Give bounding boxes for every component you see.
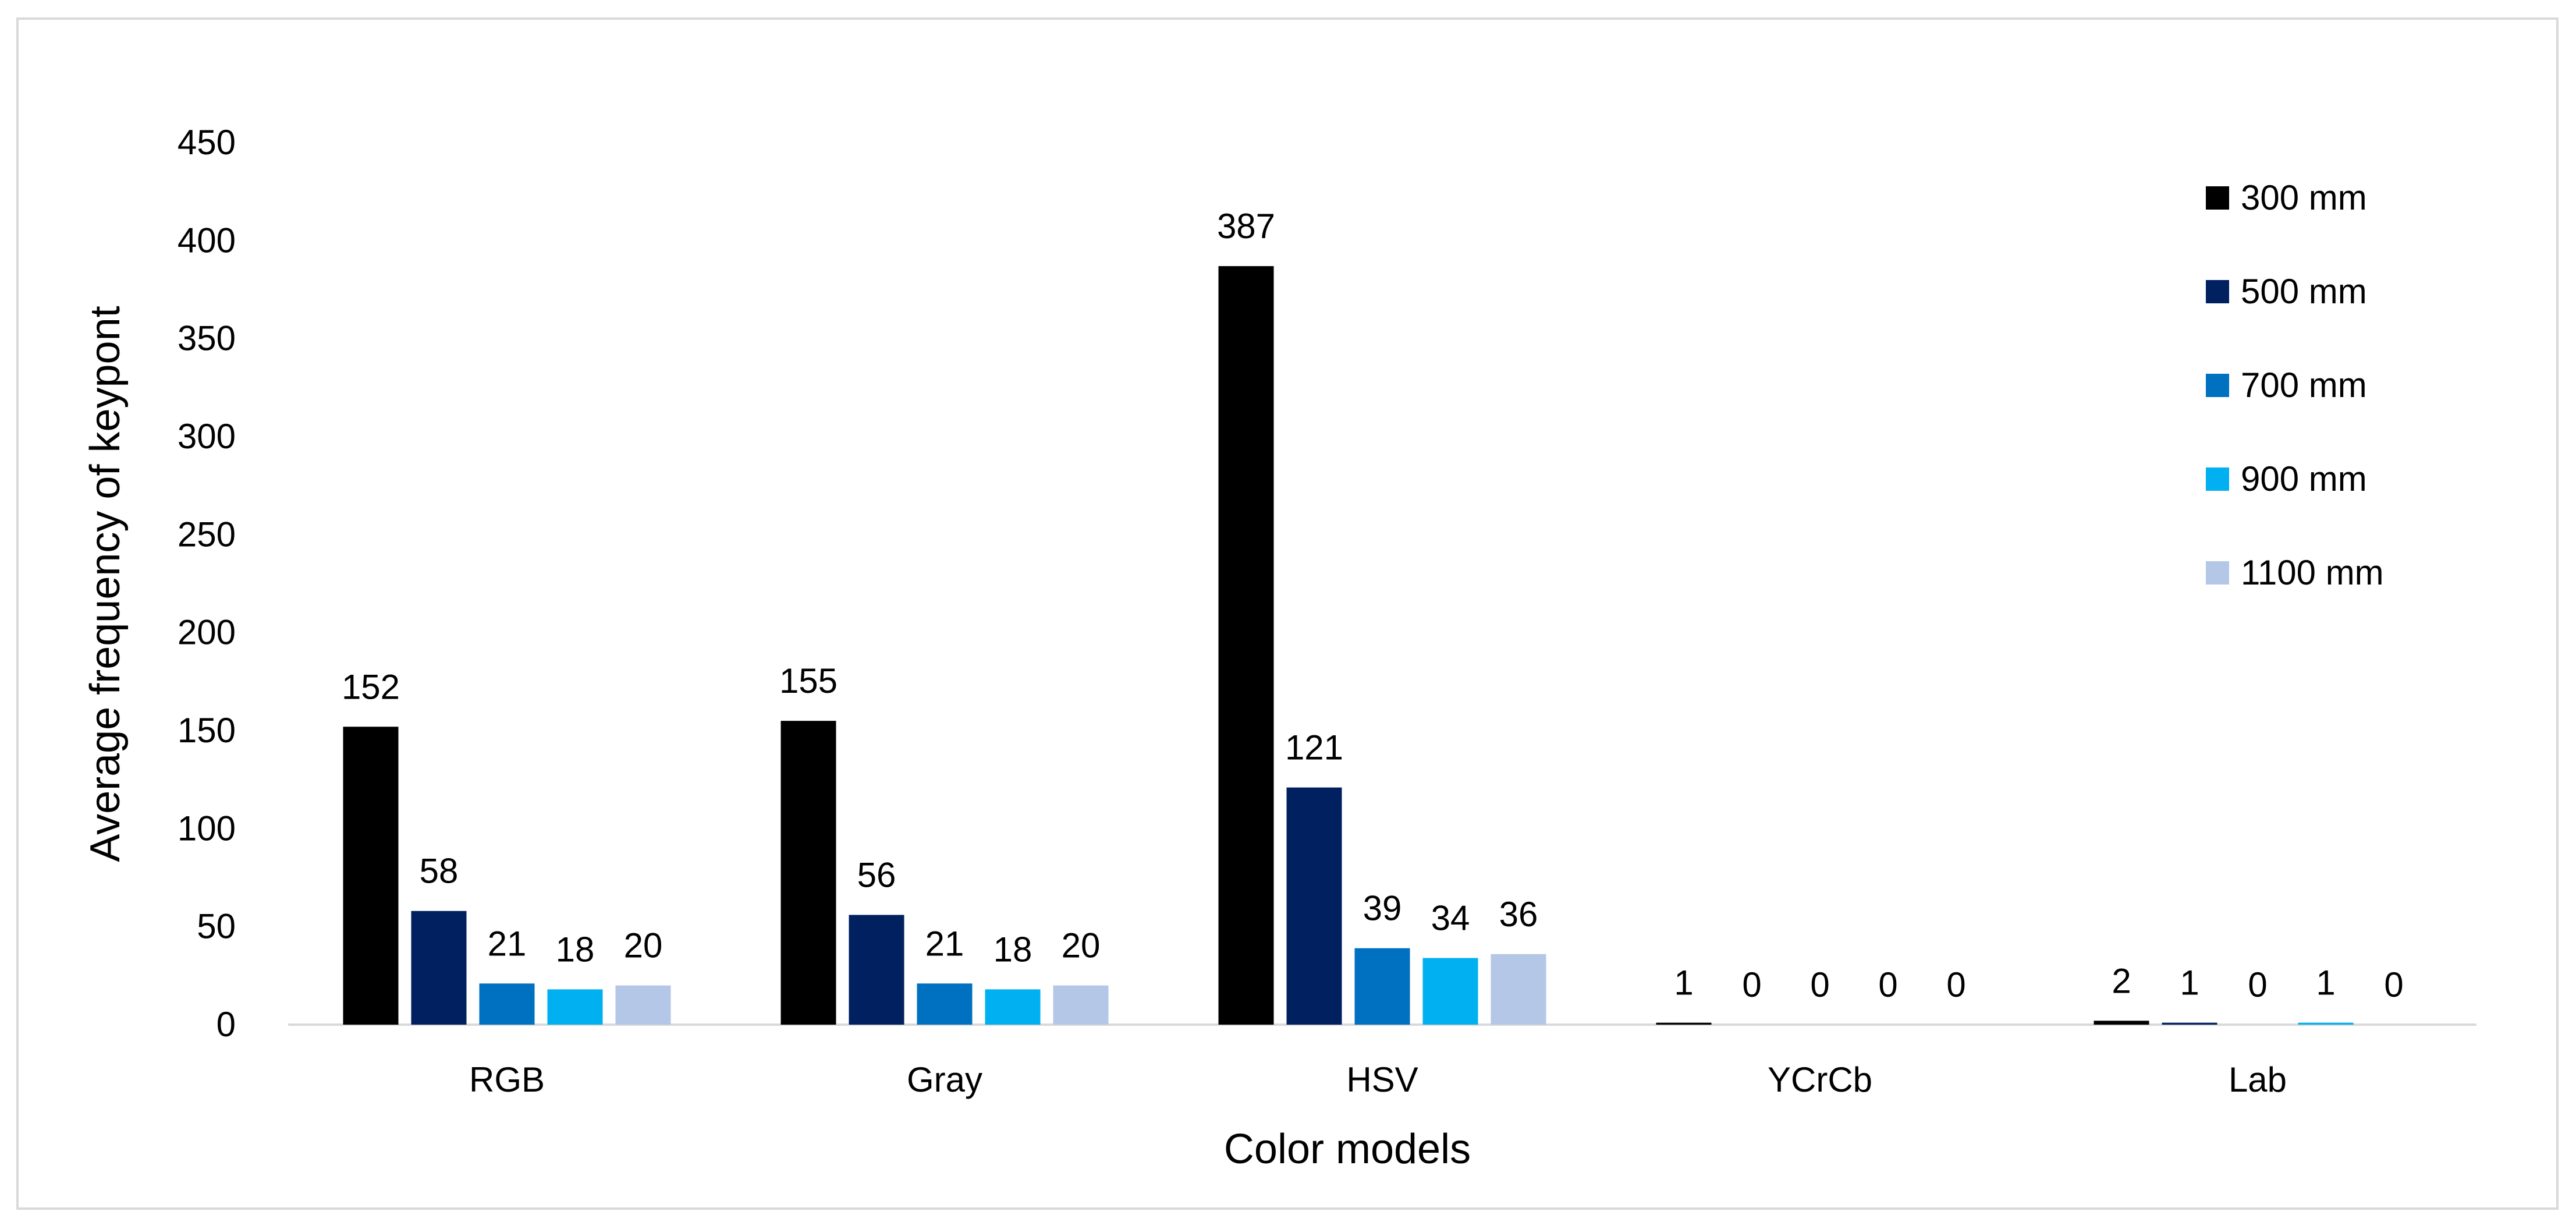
legend-label: 700 mm xyxy=(2241,366,2367,405)
y-tick-label: 100 xyxy=(178,809,236,848)
bar xyxy=(2298,1022,2354,1025)
data-label: 1 xyxy=(2316,964,2335,1003)
legend-swatch xyxy=(2206,467,2229,491)
bar xyxy=(1286,787,1342,1025)
x-tick-label: Lab xyxy=(2229,1060,2287,1099)
data-label: 56 xyxy=(857,855,896,894)
y-tick-label: 400 xyxy=(178,221,236,260)
data-label: 18 xyxy=(556,930,595,969)
data-label: 1 xyxy=(2180,964,2199,1003)
data-label: 387 xyxy=(1217,207,1275,246)
data-label: 0 xyxy=(1946,965,1965,1004)
data-label: 34 xyxy=(1431,899,1470,938)
data-label: 39 xyxy=(1363,889,1402,928)
bar xyxy=(2162,1022,2217,1025)
bar xyxy=(917,983,973,1025)
legend-label: 1100 mm xyxy=(2241,553,2384,592)
data-label: 21 xyxy=(925,924,964,963)
data-label: 58 xyxy=(420,852,459,891)
data-label: 0 xyxy=(1742,965,1761,1004)
y-tick-label: 50 xyxy=(197,907,236,946)
y-tick-label: 450 xyxy=(178,123,236,162)
bar xyxy=(780,721,836,1025)
data-label: 0 xyxy=(1810,965,1829,1004)
data-label: 0 xyxy=(2384,965,2403,1004)
legend-swatch xyxy=(2206,561,2229,585)
x-axis-title: Color models xyxy=(1224,1126,1471,1173)
y-tick-label: 200 xyxy=(178,613,236,652)
bar xyxy=(615,985,671,1025)
x-tick-label: Gray xyxy=(907,1060,982,1099)
bar xyxy=(343,727,399,1025)
bar xyxy=(1218,266,1274,1025)
x-axis-ticks: RGB Gray HSV YCrCb Lab xyxy=(469,1060,2287,1099)
data-label: 155 xyxy=(779,661,838,700)
y-tick-label: 350 xyxy=(178,319,236,358)
x-tick-label: HSV xyxy=(1346,1060,1418,1099)
y-axis-ticks: 0 50 100 150 200 250 300 350 400 450 xyxy=(178,123,236,1044)
y-tick-label: 0 xyxy=(217,1005,236,1044)
legend-swatch xyxy=(2206,280,2229,303)
bar xyxy=(1656,1022,1712,1025)
bar xyxy=(849,915,904,1025)
data-label: 0 xyxy=(1878,965,1897,1004)
legend-swatch xyxy=(2206,374,2229,397)
x-tick-label: RGB xyxy=(469,1060,545,1099)
bar xyxy=(1354,948,1410,1025)
y-tick-label: 150 xyxy=(178,711,236,750)
data-label: 21 xyxy=(488,924,527,963)
data-label: 152 xyxy=(342,667,400,706)
data-label: 20 xyxy=(1062,926,1101,965)
bar xyxy=(547,989,603,1025)
data-label: 18 xyxy=(994,930,1032,969)
bar xyxy=(2094,1021,2149,1025)
legend-swatch xyxy=(2206,186,2229,210)
bar xyxy=(1053,985,1109,1025)
bars xyxy=(343,266,2354,1025)
data-label: 121 xyxy=(1285,728,1343,767)
bar xyxy=(1491,954,1546,1025)
data-label: 2 xyxy=(2112,961,2131,1000)
bar xyxy=(411,911,467,1025)
legend-label: 900 mm xyxy=(2241,459,2367,498)
legend: 300 mm 500 mm 700 mm 900 mm 1100 mm xyxy=(2206,178,2384,592)
bar xyxy=(1422,958,1478,1025)
y-tick-label: 300 xyxy=(178,417,236,456)
data-label: 36 xyxy=(1499,895,1538,934)
data-label: 20 xyxy=(624,926,663,965)
bar xyxy=(479,983,535,1025)
legend-label: 500 mm xyxy=(2241,272,2367,311)
data-label: 1 xyxy=(1674,964,1693,1003)
data-label: 0 xyxy=(2248,965,2267,1004)
y-tick-label: 250 xyxy=(178,515,236,554)
legend-label: 300 mm xyxy=(2241,178,2367,217)
bar xyxy=(985,989,1041,1025)
y-axis-title: Average frequency of keypont xyxy=(82,306,129,862)
x-tick-label: YCrCb xyxy=(1768,1060,1872,1099)
